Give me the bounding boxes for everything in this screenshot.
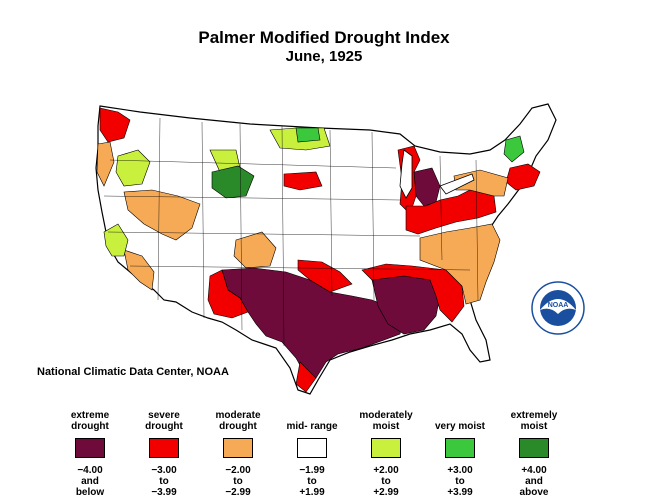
region-south-dakota [283,171,323,191]
noaa-logo-text: NOAA [548,302,569,309]
legend-swatch [149,438,179,458]
legend-range: −4.00 and below [75,465,105,498]
region-new-england-south [505,163,541,191]
region-oregon-coast [96,141,115,187]
region-washington-west [99,107,131,143]
legend-label: severe drought [145,410,183,432]
legend-item: moderately moist +2.00 to +2.99 [351,404,421,498]
legend-range: +4.00 and above [519,465,549,498]
legend-item: mid- range −1.99 to +1.99 [277,404,347,498]
legend-range: −1.99 to +1.99 [299,465,325,498]
noaa-logo: NOAA [531,281,585,335]
region-colorado-texas [233,231,277,269]
region-southern-rim [207,259,465,393]
legend-item: moderate drought −2.00 to −2.99 [203,404,273,498]
legend-range: −2.00 to −2.99 [225,465,251,498]
lake-michigan [399,149,413,199]
legend-label: moderate drought [215,410,261,432]
legend-item: very moist +3.00 to +3.99 [425,404,495,498]
legend-range: −3.00 to −3.99 [151,465,177,498]
legend-item: extremely moist +4.00 and above [499,404,569,498]
legend-item: extreme drought −4.00 and below [55,404,125,498]
legend-label: very moist [434,421,486,432]
region-ohio-valley [405,189,497,235]
lake-erie [439,173,475,195]
legend-label: extreme drought [70,410,110,432]
legend-swatch [519,438,549,458]
climate-division-lines [103,117,479,347]
legend-swatch [371,438,401,458]
legend-swatch [297,438,327,458]
legend-swatch [223,438,253,458]
map-title: Palmer Modified Drought Index [198,28,450,47]
legend-label: extremely moist [510,410,558,432]
region-southeast [419,169,509,305]
region-vermont [503,135,525,163]
region-great-basin [123,189,201,241]
legend-item: severe drought −3.00 to −3.99 [129,404,199,498]
legend-swatch [75,438,105,458]
legend-swatch [445,438,475,458]
legend-label: mid- range [286,421,338,432]
region-central-california [103,149,151,257]
region-southern-california [123,249,155,291]
legend-label: moderately moist [359,410,413,432]
legend-range: +2.00 to +2.99 [373,465,399,498]
legend-range: +3.00 to +3.99 [447,465,473,498]
region-wyoming-northwest [211,165,255,199]
region-north-dakota-east [295,127,321,143]
data-credit: National Climatic Data Center, NOAA [37,366,229,378]
map-subtitle: June, 1925 [285,48,363,65]
